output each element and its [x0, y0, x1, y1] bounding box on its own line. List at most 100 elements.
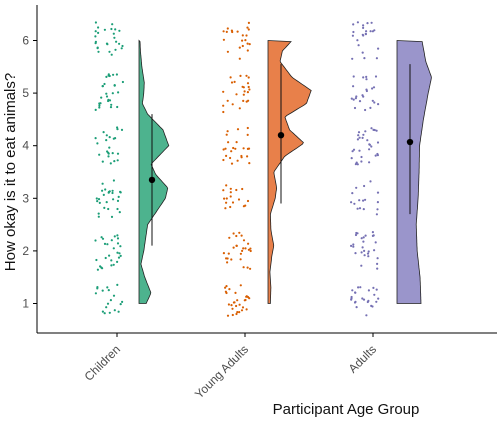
data-point — [364, 32, 367, 35]
data-point — [351, 150, 354, 153]
data-point — [99, 102, 102, 105]
data-point — [354, 233, 358, 237]
data-point — [228, 236, 231, 239]
y-tick-label: 3 — [22, 191, 29, 205]
data-point — [365, 314, 368, 317]
data-point — [225, 201, 228, 204]
data-point — [244, 247, 247, 250]
data-point — [352, 98, 355, 101]
data-point — [116, 234, 119, 237]
data-point — [227, 252, 230, 255]
data-point — [365, 78, 368, 81]
data-point — [356, 232, 359, 235]
data-point — [105, 75, 108, 78]
data-point — [246, 82, 250, 85]
data-point — [105, 306, 108, 309]
data-point — [362, 199, 365, 202]
data-point — [114, 137, 117, 140]
data-point — [94, 30, 97, 33]
data-point — [238, 46, 241, 49]
data-point — [247, 248, 250, 251]
y-tick-label: 4 — [22, 139, 29, 153]
data-point — [229, 76, 232, 79]
data-point — [248, 88, 251, 91]
data-point — [247, 85, 250, 89]
data-point — [366, 252, 370, 255]
data-point — [247, 21, 250, 24]
data-point — [112, 73, 115, 76]
data-point — [111, 152, 114, 155]
data-point — [107, 74, 110, 77]
data-point — [248, 162, 251, 165]
data-point — [106, 286, 109, 289]
data-point — [112, 247, 115, 250]
data-point — [222, 110, 225, 114]
data-point — [105, 201, 108, 204]
data-point — [222, 148, 225, 151]
data-point — [225, 285, 228, 288]
data-point — [101, 237, 105, 240]
x-tick-label: Children — [82, 342, 124, 384]
data-point — [235, 188, 238, 192]
data-point — [224, 286, 227, 289]
data-point — [229, 195, 232, 198]
data-point — [110, 27, 113, 31]
data-point — [238, 303, 241, 306]
data-point — [96, 200, 99, 203]
data-point — [116, 237, 120, 240]
y-axis-title: How okay is it to eat animals? — [2, 73, 19, 271]
data-point — [227, 141, 230, 144]
data-point — [106, 43, 109, 46]
y-axis-ticks: 1 2 3 4 5 6 — [22, 34, 37, 311]
data-point — [368, 143, 371, 146]
data-point — [241, 249, 244, 252]
data-point — [110, 53, 113, 56]
data-point — [230, 150, 233, 153]
series-young-adults — [222, 21, 312, 317]
data-point — [357, 131, 361, 134]
data-point — [352, 148, 356, 151]
y-tick-label: 2 — [22, 244, 29, 258]
data-point — [354, 163, 357, 166]
data-point — [363, 254, 366, 257]
data-point — [235, 244, 238, 247]
data-point — [107, 151, 110, 154]
data-point — [351, 34, 354, 37]
data-point — [121, 300, 124, 303]
data-point — [107, 99, 110, 103]
data-point — [113, 36, 116, 39]
data-point — [111, 191, 114, 195]
data-point — [97, 50, 100, 53]
data-point — [239, 284, 242, 287]
data-point — [352, 75, 355, 78]
data-point — [111, 189, 114, 192]
data-point — [371, 87, 374, 90]
data-point — [108, 50, 111, 53]
plot-area — [94, 21, 432, 317]
data-point — [358, 136, 361, 139]
data-point — [373, 29, 376, 32]
data-point — [358, 207, 362, 210]
data-point — [225, 197, 228, 200]
data-point — [229, 191, 232, 194]
data-point — [241, 187, 244, 191]
data-point — [229, 187, 232, 190]
data-point — [225, 154, 228, 157]
data-point — [102, 193, 105, 196]
data-point — [109, 106, 113, 109]
data-point — [374, 241, 377, 244]
data-point — [374, 154, 377, 157]
data-point — [358, 199, 361, 202]
data-point — [240, 154, 243, 158]
data-point — [110, 215, 114, 218]
data-point — [112, 32, 115, 35]
data-point — [374, 75, 378, 78]
data-point — [224, 147, 227, 150]
data-point — [110, 264, 113, 267]
data-point — [102, 131, 105, 134]
data-point — [367, 250, 370, 253]
data-point — [239, 252, 242, 255]
data-point — [232, 246, 235, 249]
data-point — [357, 134, 360, 137]
data-point — [233, 301, 236, 304]
